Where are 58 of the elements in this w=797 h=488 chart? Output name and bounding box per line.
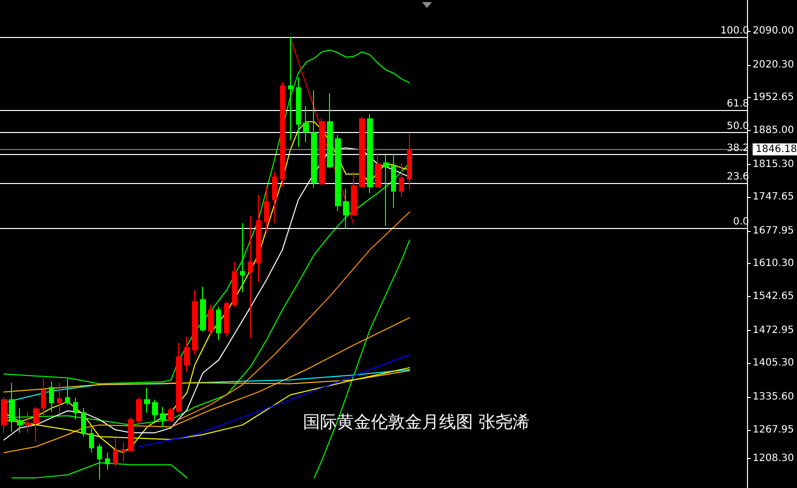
y-tick-label: 2090.00	[752, 26, 794, 37]
y-tick-label: 1335.60	[752, 391, 794, 402]
candlestick	[375, 152, 381, 188]
text: 国际黄金伦敦金月线图 张尧浠	[303, 412, 530, 432]
y-tick-label: 1747.65	[752, 192, 794, 203]
candlestick	[113, 437, 118, 468]
candlestick	[359, 116, 365, 188]
candlestick	[184, 336, 190, 372]
candlestick	[152, 399, 158, 422]
candlestick	[57, 382, 62, 414]
y-tick-label: 1885.00	[752, 124, 794, 136]
line-series	[3, 370, 410, 392]
y-tick-label: 1208.30	[752, 453, 794, 464]
candlestick	[343, 188, 349, 230]
candlestick	[144, 387, 150, 414]
candlestick	[176, 342, 182, 414]
candlestick	[73, 397, 78, 420]
y-tick-label: 1472.95	[752, 324, 794, 336]
y-tick-label: 1610.30	[752, 258, 794, 270]
candlestick	[256, 194, 261, 282]
candlestick	[407, 133, 412, 190]
candlestick	[192, 290, 198, 356]
candlestick	[319, 117, 325, 186]
candlestick	[240, 222, 245, 293]
candlestick	[335, 134, 341, 212]
candlestick	[33, 406, 39, 442]
candlestick	[41, 378, 46, 418]
y-tick-label: 1952.65	[752, 92, 794, 104]
candlestick	[399, 162, 404, 198]
candlestick	[168, 407, 174, 422]
y-tick-label: 2020.30	[752, 59, 794, 70]
candlestick	[1, 396, 7, 434]
y-tick-label: 1405.30	[752, 358, 794, 369]
candlestick	[128, 417, 134, 452]
y-tick-label: 1677.95	[752, 225, 794, 236]
candlestick	[264, 186, 269, 234]
candlestick	[216, 306, 221, 341]
candlestick	[272, 171, 277, 224]
candlestick	[367, 113, 373, 194]
candlestick	[49, 381, 54, 412]
y-tick-label: 1815.30	[752, 158, 794, 170]
candlestick	[224, 301, 229, 338]
y-tick-label: 1542.65	[752, 291, 794, 302]
candlestick	[121, 441, 126, 462]
candlestick	[248, 215, 253, 338]
candlestick	[232, 261, 237, 308]
ref-line-label: 1846.18	[756, 144, 797, 155]
candlestick	[89, 427, 94, 454]
candlestick	[311, 90, 317, 188]
candlestick	[25, 411, 31, 434]
y-tick-label: 1267.95	[752, 424, 794, 436]
candlestick	[200, 286, 206, 332]
candlestick	[303, 106, 309, 143]
candlestick	[296, 76, 301, 148]
candlestick	[136, 397, 142, 424]
candlestick	[327, 92, 333, 168]
candlestick	[280, 81, 285, 188]
candlestick	[208, 304, 214, 336]
